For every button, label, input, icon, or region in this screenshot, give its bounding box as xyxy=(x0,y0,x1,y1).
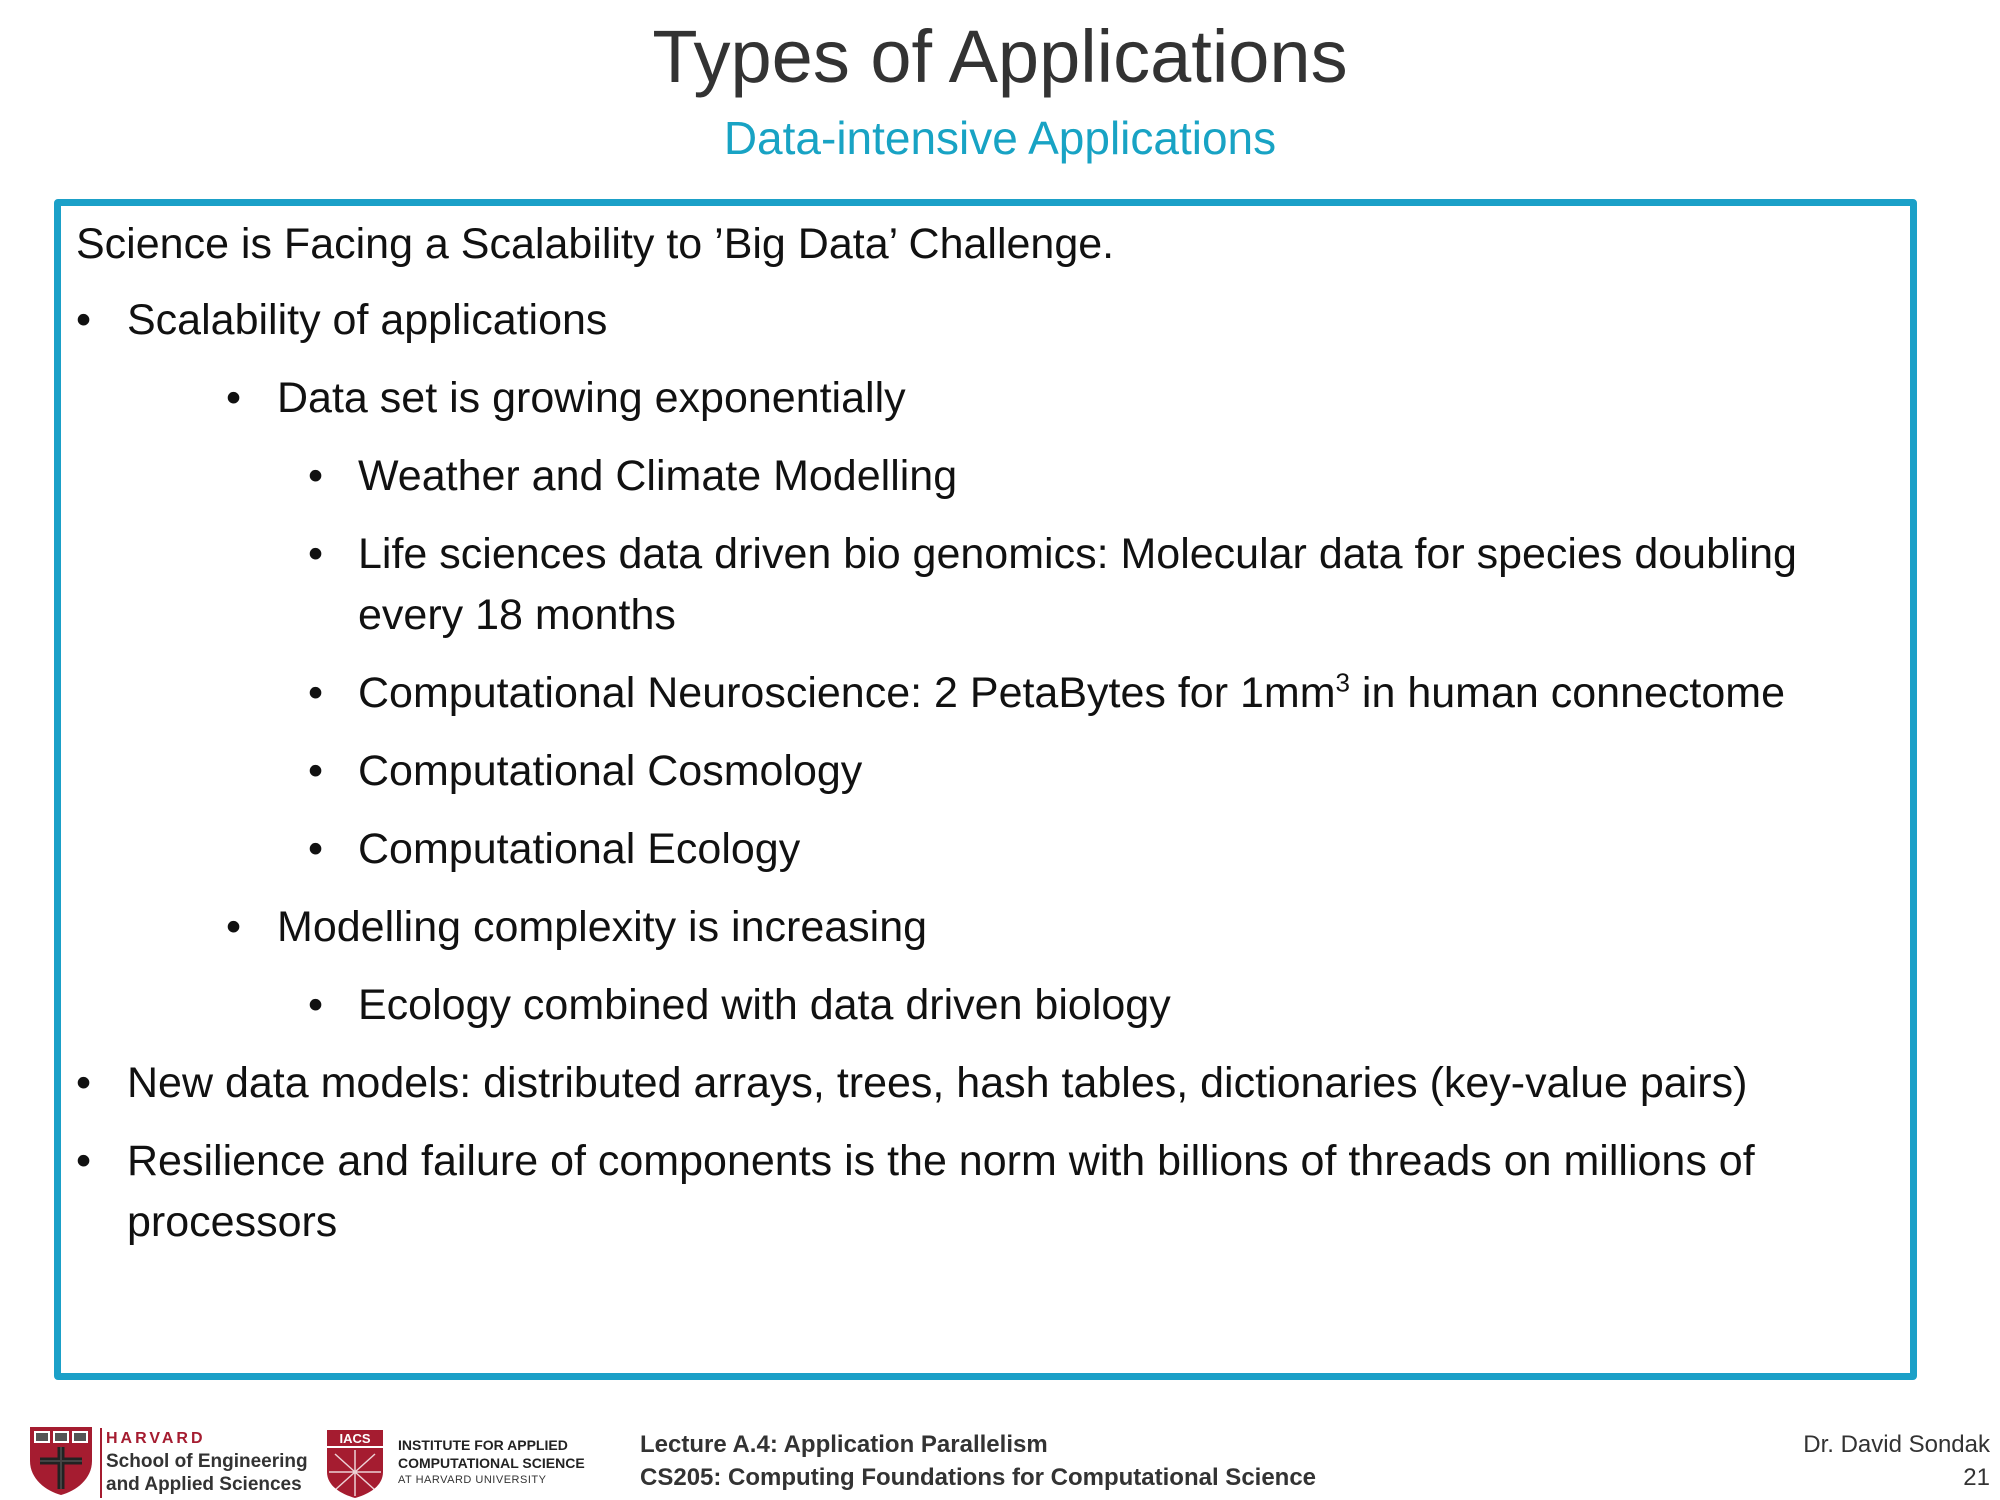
lecture-info: Lecture A.4: Application Parallelism CS2… xyxy=(640,1428,1316,1494)
iacs-abbr: IACS xyxy=(339,1431,370,1446)
slide-title: Types of Applications xyxy=(652,15,1348,98)
bullet-marker: • xyxy=(76,1059,92,1107)
course-title: CS205: Computing Foundations for Computa… xyxy=(640,1464,1317,1491)
bullet-marker: • xyxy=(308,981,324,1029)
bullet-marker: • xyxy=(76,1137,92,1185)
harvard-word: HARVARD xyxy=(106,1430,206,1447)
superscript-exponent: 3 xyxy=(1335,667,1350,698)
school-line-1: School of Engineering xyxy=(106,1451,308,1472)
bullet-item-continuation: processors xyxy=(127,1198,338,1246)
harvard-shield-logo xyxy=(30,1427,92,1495)
bullet-marker: • xyxy=(226,374,242,422)
slide-subtitle: Data-intensive Applications xyxy=(723,112,1277,164)
bullet-item: Computational Neuroscience: 2 PetaBytes … xyxy=(358,663,1785,723)
neuroscience-text-end: in human connectome xyxy=(1349,669,1786,717)
bullet-marker: • xyxy=(308,747,324,795)
content-box xyxy=(54,199,1917,1380)
bullet-item: Computational Ecology xyxy=(358,825,801,873)
bullet-item: Resilience and failure of components is … xyxy=(127,1137,1755,1185)
bullet-marker: • xyxy=(76,296,92,344)
bullet-marker: • xyxy=(308,669,324,717)
iacs-line-1: INSTITUTE FOR APPLIED xyxy=(398,1437,568,1453)
school-line-2: and Applied Sciences xyxy=(106,1474,302,1495)
bullet-item: Ecology combined with data driven biolog… xyxy=(358,981,1171,1029)
bullet-item: New data models: distributed arrays, tre… xyxy=(127,1059,1748,1107)
intro-text: Science is Facing a Scalability to ’Big … xyxy=(76,220,1115,268)
iacs-line-3: AT HARVARD UNIVERSITY xyxy=(398,1474,547,1486)
bullet-marker: • xyxy=(226,903,242,951)
page-number: 21 xyxy=(1963,1464,1990,1491)
harvard-divider xyxy=(100,1428,102,1498)
bullet-item: Life sciences data driven bio genomics: … xyxy=(358,530,1797,578)
bullet-item: Modelling complexity is increasing xyxy=(277,903,928,951)
neuroscience-text: Computational Neuroscience: 2 PetaBytes … xyxy=(358,669,1336,717)
lecture-title: Lecture A.4: Application Parallelism xyxy=(640,1431,1048,1458)
iacs-line-2: COMPUTATIONAL SCIENCE xyxy=(398,1455,585,1471)
bullet-item: Data set is growing exponentially xyxy=(277,374,906,422)
bullet-item: Weather and Climate Modelling xyxy=(358,452,958,500)
bullet-marker: • xyxy=(308,530,324,578)
iacs-shield-logo: IACS xyxy=(327,1430,383,1498)
bullet-item-continuation: every 18 months xyxy=(358,591,676,639)
iacs-wordmark: INSTITUTE FOR APPLIED COMPUTATIONAL SCIE… xyxy=(398,1436,585,1488)
bullet-marker: • xyxy=(308,452,324,500)
harvard-seas-wordmark: HARVARD School of Engineering and Applie… xyxy=(106,1428,308,1496)
bullet-item: Computational Cosmology xyxy=(358,747,863,795)
bullet-marker: • xyxy=(308,825,324,873)
author-name: Dr. David Sondak xyxy=(1803,1431,1990,1458)
bullet-item: Scalability of applications xyxy=(127,296,608,344)
author-info: Dr. David Sondak 21 xyxy=(1803,1428,1990,1494)
